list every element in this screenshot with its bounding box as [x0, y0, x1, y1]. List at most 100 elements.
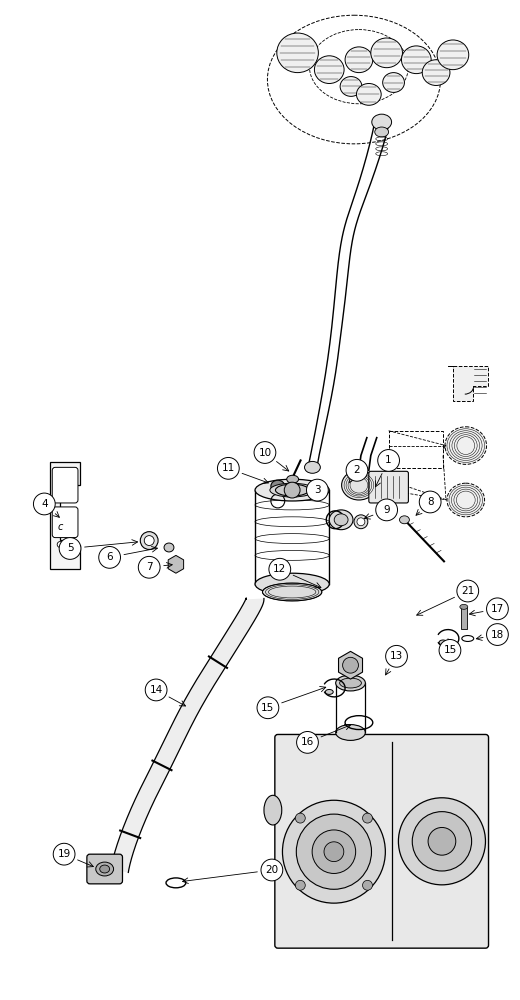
Circle shape — [57, 542, 63, 547]
Circle shape — [487, 598, 509, 620]
FancyBboxPatch shape — [87, 854, 123, 884]
Text: 14: 14 — [149, 685, 163, 695]
Ellipse shape — [460, 604, 468, 609]
Circle shape — [282, 800, 385, 903]
Circle shape — [354, 515, 368, 529]
Circle shape — [362, 813, 372, 823]
Text: 6: 6 — [106, 552, 113, 562]
Circle shape — [99, 546, 121, 568]
Text: 1: 1 — [385, 455, 392, 465]
Ellipse shape — [399, 516, 409, 524]
FancyBboxPatch shape — [275, 734, 488, 948]
Circle shape — [398, 798, 486, 885]
Text: 16: 16 — [301, 737, 314, 747]
Circle shape — [346, 459, 368, 481]
Circle shape — [254, 442, 276, 463]
Text: c: c — [57, 522, 62, 532]
Ellipse shape — [281, 487, 303, 494]
Text: 17: 17 — [491, 604, 504, 614]
Circle shape — [457, 580, 478, 602]
Circle shape — [428, 827, 456, 855]
Polygon shape — [339, 651, 362, 679]
Circle shape — [362, 880, 372, 890]
Text: 15: 15 — [444, 645, 457, 655]
Ellipse shape — [372, 114, 392, 130]
Circle shape — [324, 842, 344, 862]
FancyBboxPatch shape — [369, 471, 408, 503]
Ellipse shape — [437, 40, 469, 70]
Ellipse shape — [334, 514, 348, 526]
Circle shape — [296, 814, 371, 889]
Ellipse shape — [340, 77, 362, 96]
Circle shape — [412, 812, 472, 871]
Ellipse shape — [276, 484, 309, 496]
Ellipse shape — [356, 83, 381, 105]
Circle shape — [295, 813, 305, 823]
Ellipse shape — [336, 725, 366, 740]
Text: 7: 7 — [146, 562, 152, 572]
Circle shape — [295, 880, 305, 890]
Ellipse shape — [315, 56, 344, 83]
Circle shape — [33, 493, 55, 515]
Polygon shape — [50, 462, 80, 569]
FancyBboxPatch shape — [52, 507, 78, 538]
Circle shape — [419, 491, 441, 513]
Text: 4: 4 — [41, 499, 48, 509]
Circle shape — [296, 732, 318, 753]
Ellipse shape — [329, 510, 353, 530]
Ellipse shape — [326, 689, 333, 694]
Ellipse shape — [255, 479, 329, 501]
Ellipse shape — [277, 33, 318, 73]
Polygon shape — [448, 366, 488, 401]
Ellipse shape — [100, 865, 110, 873]
Circle shape — [357, 518, 365, 526]
Circle shape — [59, 538, 81, 559]
Circle shape — [284, 482, 300, 498]
Text: 12: 12 — [273, 564, 287, 574]
Ellipse shape — [305, 461, 320, 473]
Circle shape — [138, 556, 160, 578]
Text: 2: 2 — [354, 465, 360, 475]
Ellipse shape — [263, 583, 322, 601]
Circle shape — [439, 639, 461, 661]
Text: 10: 10 — [258, 448, 271, 458]
Ellipse shape — [270, 483, 315, 497]
Text: 20: 20 — [265, 865, 278, 875]
Ellipse shape — [164, 543, 174, 552]
Circle shape — [376, 499, 397, 521]
Text: 19: 19 — [58, 849, 71, 859]
Ellipse shape — [445, 427, 487, 464]
Circle shape — [257, 697, 279, 719]
Ellipse shape — [383, 73, 405, 92]
Text: 21: 21 — [461, 586, 474, 596]
Ellipse shape — [447, 483, 485, 517]
Circle shape — [306, 479, 328, 501]
Polygon shape — [168, 555, 184, 573]
Ellipse shape — [439, 640, 447, 645]
Text: 8: 8 — [427, 497, 434, 507]
Circle shape — [378, 450, 399, 471]
Circle shape — [53, 843, 75, 865]
Ellipse shape — [371, 38, 402, 68]
Text: 3: 3 — [314, 485, 321, 495]
Bar — [461, 607, 467, 629]
Circle shape — [261, 859, 283, 881]
Ellipse shape — [264, 795, 282, 825]
Text: 11: 11 — [222, 463, 235, 473]
Ellipse shape — [96, 862, 113, 876]
Circle shape — [145, 679, 167, 701]
Circle shape — [312, 830, 356, 873]
Ellipse shape — [336, 675, 366, 691]
Text: 13: 13 — [390, 651, 403, 661]
Text: 5: 5 — [67, 543, 73, 553]
Ellipse shape — [271, 480, 285, 492]
Circle shape — [269, 558, 291, 580]
Ellipse shape — [287, 475, 298, 483]
Ellipse shape — [345, 47, 373, 73]
Circle shape — [343, 657, 358, 673]
Ellipse shape — [255, 573, 329, 595]
Ellipse shape — [375, 127, 388, 137]
Ellipse shape — [340, 678, 361, 688]
Circle shape — [386, 645, 407, 667]
Text: 9: 9 — [383, 505, 390, 515]
